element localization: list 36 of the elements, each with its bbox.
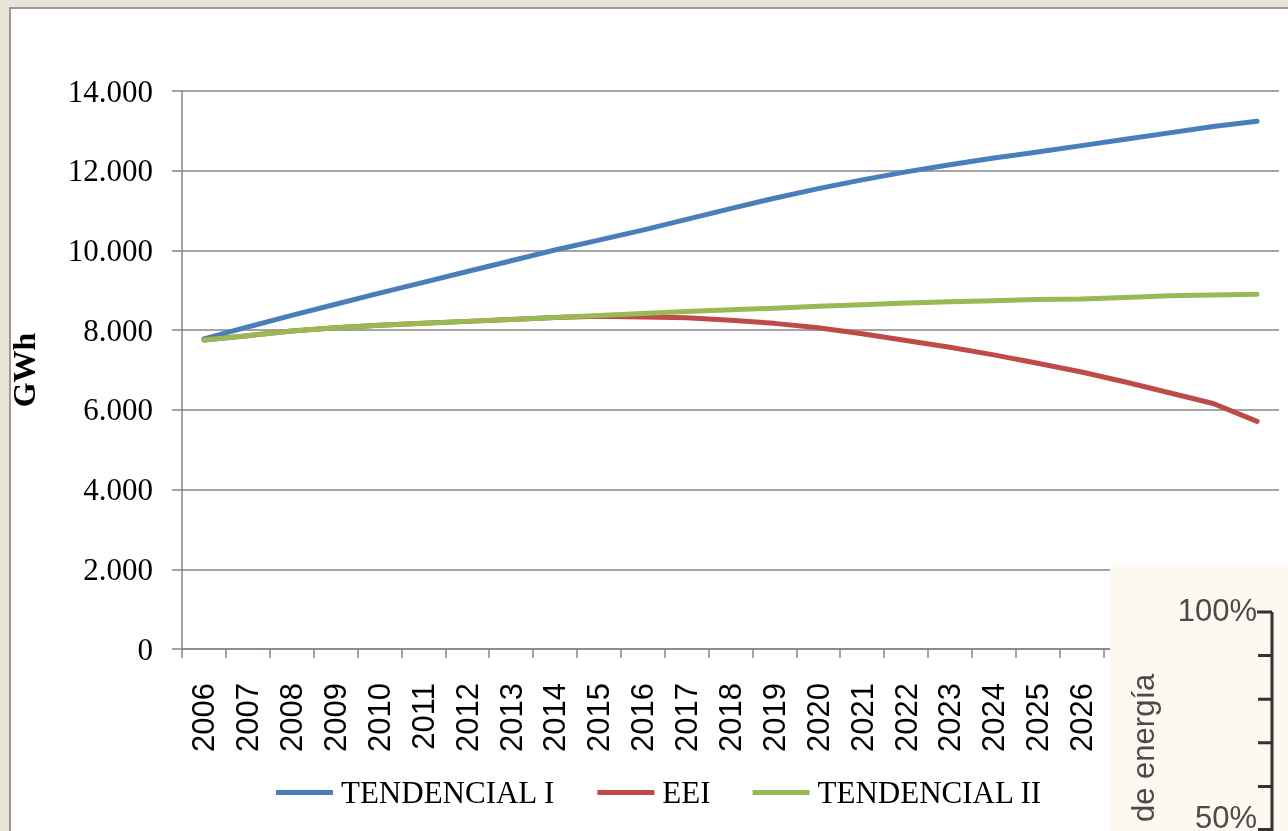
x-tick-label: 2014 bbox=[537, 683, 573, 752]
y-tick-label: 12.000 bbox=[67, 153, 153, 189]
text: de energía bbox=[1126, 673, 1161, 822]
x-tick-label: 2010 bbox=[361, 683, 397, 752]
legend-label: TENDENCIAL I bbox=[341, 775, 555, 810]
x-tick-label: 2008 bbox=[274, 683, 310, 752]
legend-label: EEI bbox=[662, 775, 711, 810]
x-tick-label: 2016 bbox=[625, 683, 661, 752]
y-tick-label: 8.000 bbox=[83, 312, 153, 348]
x-tick-label: 2026 bbox=[1064, 683, 1100, 752]
x-tick-label: 2017 bbox=[669, 683, 705, 752]
y-tick-label: 0 bbox=[137, 631, 153, 667]
x-tick-label: 2015 bbox=[581, 683, 617, 752]
x-tick-label: 2012 bbox=[449, 683, 485, 752]
x-tick-label: 2006 bbox=[186, 683, 222, 752]
x-tick-label: 2011 bbox=[405, 683, 441, 750]
x-tick-label: 2019 bbox=[756, 683, 792, 752]
annotation: 100% bbox=[1177, 593, 1257, 628]
x-tick-label: 2024 bbox=[976, 683, 1012, 752]
y-axis-title: GWh bbox=[6, 332, 42, 408]
text: 50% bbox=[1194, 800, 1257, 831]
x-tick-label: 2020 bbox=[800, 683, 836, 752]
x-tick-label: 2021 bbox=[844, 683, 880, 752]
y-tick-label: 6.000 bbox=[83, 392, 153, 428]
x-tick-label: 2018 bbox=[713, 683, 748, 752]
x-tick-label: 2013 bbox=[493, 683, 529, 752]
y-tick-label: 14.000 bbox=[67, 73, 153, 109]
x-tick-label: 2022 bbox=[888, 683, 924, 752]
y-tick-label: 2.000 bbox=[83, 551, 153, 587]
x-tick-label: 2025 bbox=[1020, 683, 1056, 752]
y-tick-label: 10.000 bbox=[67, 232, 153, 268]
legend-label: TENDENCIAL II bbox=[817, 775, 1042, 810]
x-tick-label: 2023 bbox=[932, 683, 968, 752]
x-tick-label: 2007 bbox=[230, 683, 266, 752]
x-tick-label: 2009 bbox=[318, 683, 354, 752]
y-tick-label: 4.000 bbox=[83, 472, 153, 508]
